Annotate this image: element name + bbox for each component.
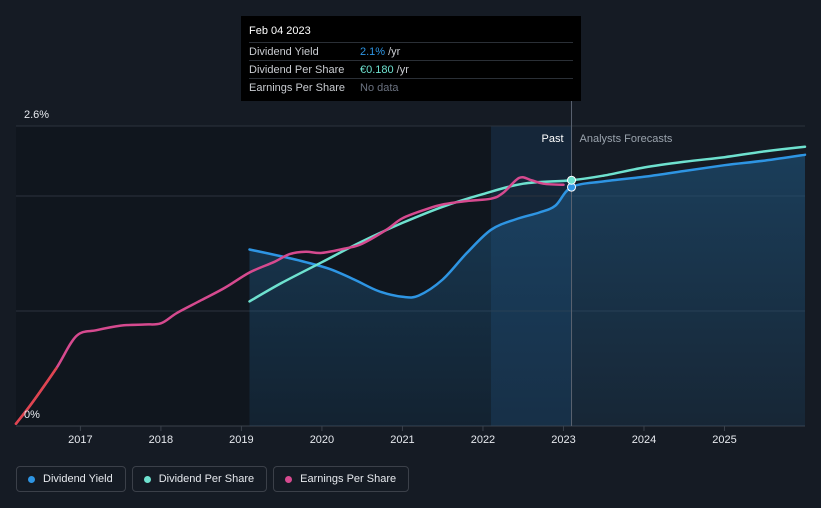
tooltip-row-value: €0.180: [360, 63, 394, 76]
legend: Dividend Yield Dividend Per Share Earnin…: [16, 466, 410, 492]
legend-dot-icon: [143, 475, 151, 483]
tooltip-date: Feb 04 2023: [249, 25, 311, 37]
tooltip-row-earnings-per-share: Earnings Per Share No data: [249, 78, 573, 96]
legend-dot-icon: [285, 475, 293, 483]
x-axis: 2017 2018 2019 2020 2021 2022 2023 2024 2025: [68, 426, 737, 446]
x-tick-label: 2018: [149, 434, 173, 446]
x-tick-label: 2024: [632, 434, 656, 446]
chart-area: 2.6% 0% Past Analysts Forecasts 2017 2018…: [14, 100, 807, 446]
tooltip-row-label: Dividend Per Share: [249, 63, 345, 76]
tooltip-row-value: No data: [360, 81, 399, 94]
series-line-earnings-per-share-negative-segment: [14, 367, 58, 425]
tooltip-row-dividend-per-share: Dividend Per Share €0.180 /yr: [249, 60, 573, 78]
y-axis-max-label: 2.6%: [24, 109, 49, 121]
x-tick-label: 2017: [68, 434, 92, 446]
x-tick-label: 2021: [390, 434, 414, 446]
legend-item-earnings-per-share[interactable]: Earnings Per Share: [273, 466, 410, 492]
legend-label: Earnings Per Share: [300, 473, 397, 485]
legend-item-dividend-per-share[interactable]: Dividend Per Share: [131, 466, 268, 492]
legend-label: Dividend Per Share: [158, 473, 255, 485]
series-lines-layer: [14, 145, 807, 425]
marker-point-dividend-per-share: [567, 175, 577, 185]
analysts-forecasts-label: Analysts Forecasts: [580, 133, 673, 145]
tooltip-row-dividend-yield: Dividend Yield 2.1% /yr: [249, 42, 573, 60]
tooltip-row-value: 2.1%: [360, 45, 386, 58]
legend-dot-icon: [28, 475, 35, 483]
x-tick-label: 2020: [310, 434, 334, 446]
series-line-dividend-per-share: [248, 145, 807, 303]
y-axis-min-label: 0%: [24, 409, 40, 421]
tooltip-row-label: Earnings Per Share: [249, 81, 345, 94]
x-tick-label: 2019: [229, 434, 253, 446]
legend-label: Dividend Yield: [43, 473, 113, 485]
tooltip-row-unit: /yr: [388, 45, 401, 58]
marker-points: [567, 175, 577, 192]
tooltip-row-label: Dividend Yield: [249, 45, 319, 58]
legend-item-dividend-yield[interactable]: Dividend Yield: [16, 466, 126, 492]
series-fill-layer: [249, 154, 805, 427]
series-line-earnings-per-share: [14, 175, 565, 425]
past-label: Past: [542, 133, 564, 145]
tooltip-row-unit: /yr: [396, 63, 409, 76]
series-area-dividend-yield: [249, 154, 805, 427]
tooltip: Feb 04 2023 Dividend Yield 2.1% /yr Divi…: [241, 16, 581, 101]
x-tick-label: 2023: [551, 434, 575, 446]
x-tick-label: 2025: [712, 434, 736, 446]
x-tick-label: 2022: [471, 434, 495, 446]
series-line-dividend-yield: [248, 153, 807, 299]
